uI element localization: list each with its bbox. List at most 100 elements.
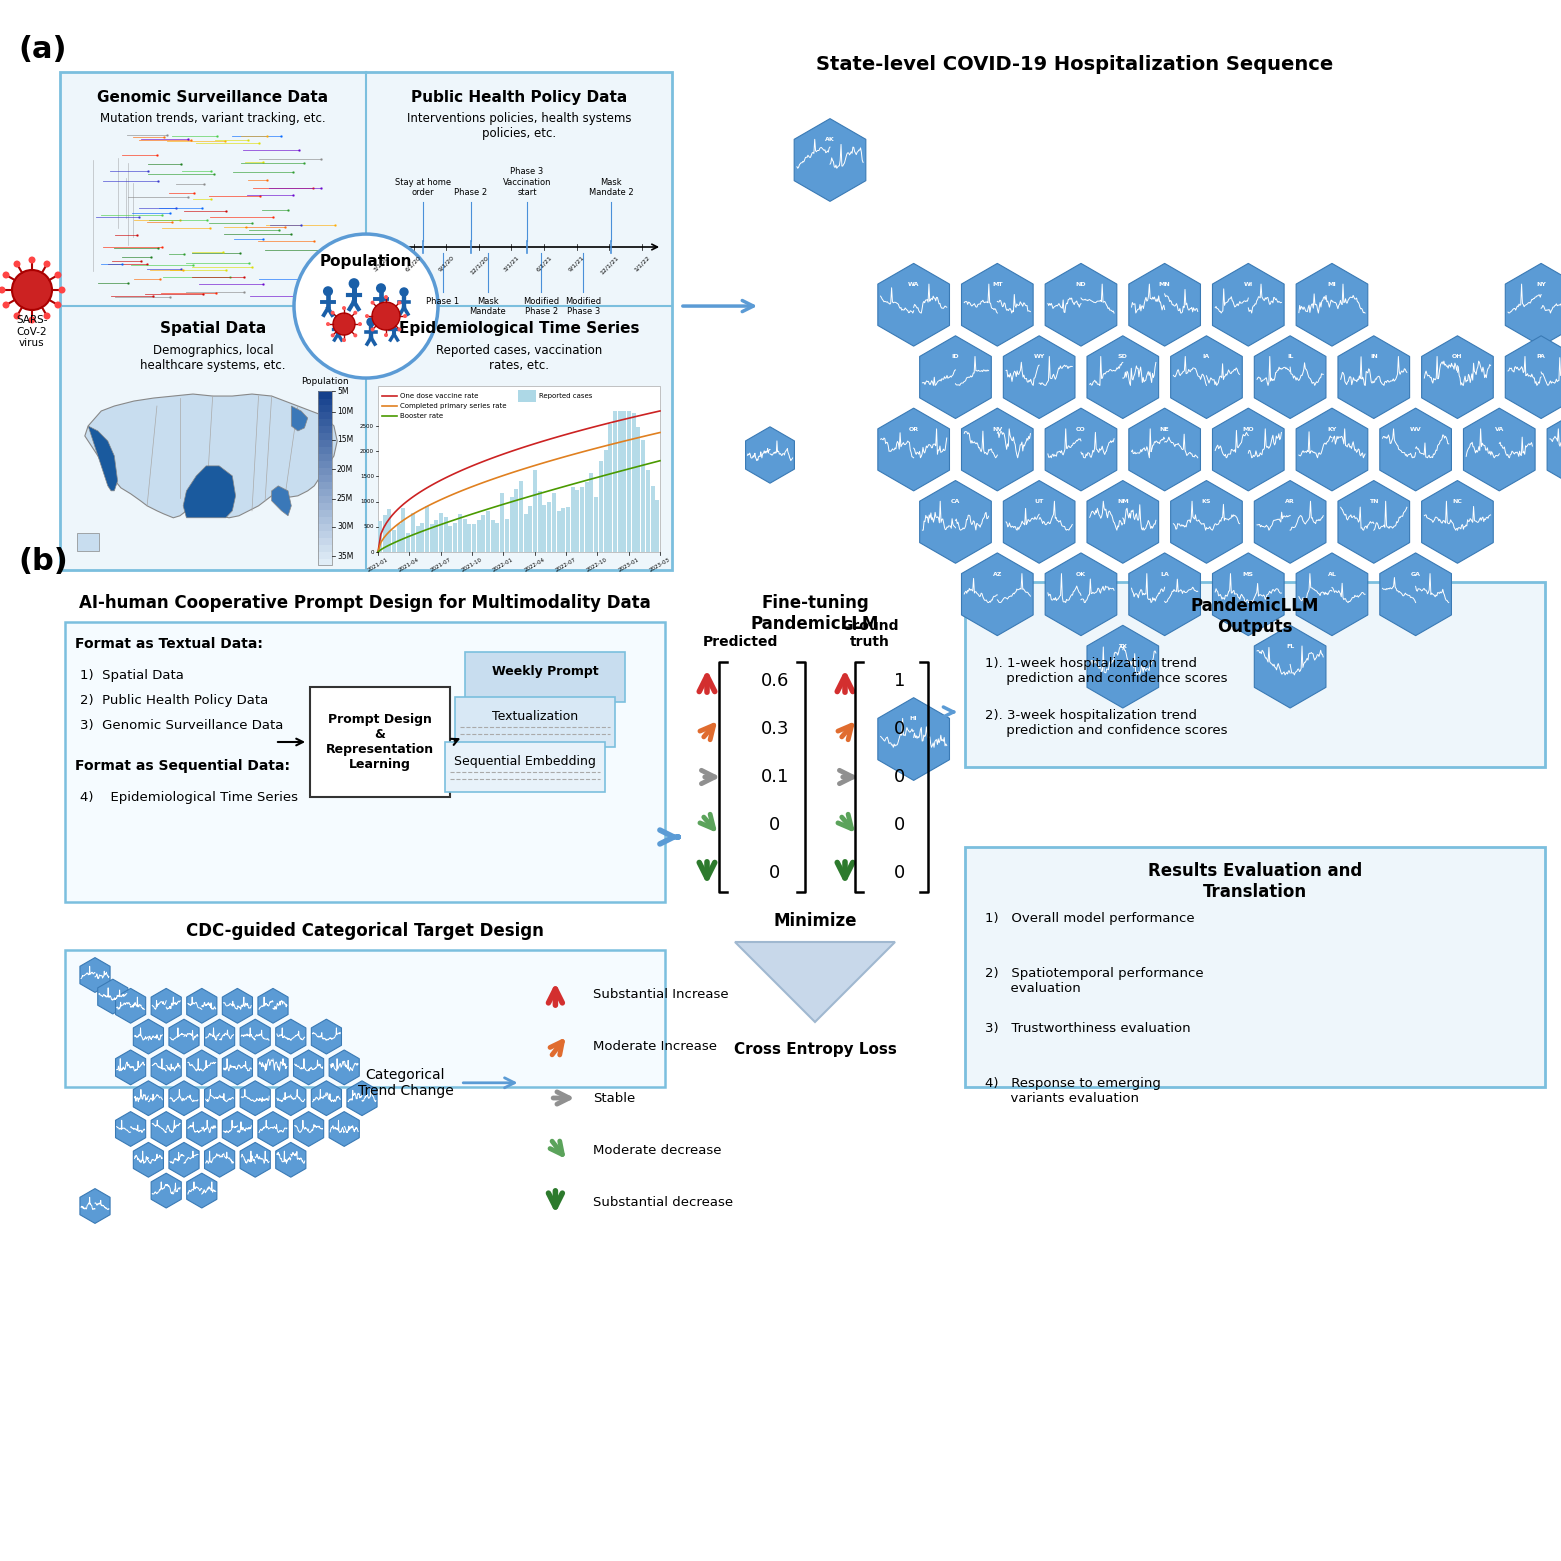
- Text: Predicted: Predicted: [702, 635, 777, 649]
- Bar: [378, 386, 660, 553]
- Text: Stay at home
order: Stay at home order: [395, 178, 451, 197]
- Text: Epidemiological Time Series: Epidemiological Time Series: [398, 322, 640, 336]
- Bar: [481, 515, 485, 553]
- Polygon shape: [80, 957, 111, 993]
- Polygon shape: [962, 553, 1033, 635]
- Bar: [599, 460, 603, 553]
- Bar: [318, 412, 332, 420]
- Polygon shape: [1505, 336, 1561, 418]
- Text: Modified
Phase 2: Modified Phase 2: [523, 297, 559, 317]
- Text: 2). 3-week hospitalization trend
     prediction and confidence scores: 2). 3-week hospitalization trend predict…: [985, 709, 1227, 737]
- Text: Booster rate: Booster rate: [400, 414, 443, 418]
- Bar: [311, 687, 450, 798]
- Bar: [439, 512, 443, 553]
- Polygon shape: [1171, 481, 1243, 564]
- Bar: [318, 489, 332, 496]
- Text: HI: HI: [910, 716, 918, 721]
- Text: NE: NE: [1160, 426, 1169, 432]
- Polygon shape: [276, 1080, 306, 1116]
- Polygon shape: [151, 1111, 181, 1146]
- Text: 0: 0: [770, 863, 780, 882]
- Circle shape: [372, 303, 400, 329]
- Bar: [567, 507, 570, 553]
- Text: 12/1/20: 12/1/20: [468, 254, 489, 275]
- Polygon shape: [962, 264, 1033, 347]
- Bar: [59, 72, 671, 570]
- Polygon shape: [877, 407, 949, 490]
- Polygon shape: [116, 1111, 145, 1146]
- Text: Population: Population: [301, 378, 348, 386]
- Bar: [318, 440, 332, 446]
- Polygon shape: [329, 1111, 359, 1146]
- Bar: [425, 506, 429, 553]
- Text: 35M: 35M: [337, 551, 353, 560]
- Polygon shape: [919, 336, 991, 418]
- Bar: [318, 468, 332, 475]
- Text: WV: WV: [1410, 426, 1422, 432]
- Bar: [548, 503, 551, 553]
- Text: Moderate decrease: Moderate decrease: [593, 1144, 721, 1157]
- Text: (a): (a): [19, 34, 67, 64]
- Bar: [965, 848, 1545, 1086]
- Bar: [318, 418, 332, 426]
- Text: NC: NC: [1453, 500, 1463, 504]
- Bar: [318, 531, 332, 537]
- Text: GA: GA: [1411, 571, 1421, 576]
- Text: Phase 3
Vaccination
start: Phase 3 Vaccination start: [503, 167, 551, 197]
- Polygon shape: [222, 988, 253, 1022]
- Polygon shape: [240, 1143, 270, 1177]
- Polygon shape: [1380, 407, 1452, 490]
- Text: Spatial Data: Spatial Data: [159, 322, 265, 336]
- Bar: [457, 514, 462, 553]
- Polygon shape: [1338, 336, 1410, 418]
- Polygon shape: [272, 485, 292, 515]
- Bar: [471, 524, 476, 553]
- Polygon shape: [133, 1080, 164, 1116]
- Text: Substantial Increase: Substantial Increase: [593, 988, 729, 1001]
- Polygon shape: [240, 1080, 270, 1116]
- Circle shape: [384, 332, 389, 337]
- Bar: [318, 392, 332, 565]
- Circle shape: [365, 314, 368, 318]
- Bar: [476, 520, 481, 553]
- Text: 2022-01: 2022-01: [492, 557, 515, 573]
- Circle shape: [384, 295, 389, 300]
- Bar: [646, 470, 649, 553]
- Polygon shape: [1296, 407, 1367, 490]
- Text: PA: PA: [1536, 354, 1545, 359]
- Bar: [318, 398, 332, 406]
- Text: Prompt Design
&
Representation
Learning: Prompt Design & Representation Learning: [326, 713, 434, 771]
- Polygon shape: [1004, 336, 1076, 418]
- Text: Categorical
Trend Change: Categorical Trend Change: [357, 1068, 453, 1097]
- Circle shape: [14, 261, 20, 267]
- Bar: [420, 523, 425, 553]
- Bar: [318, 537, 332, 545]
- Text: 1)  Spatial Data: 1) Spatial Data: [80, 670, 184, 682]
- Bar: [318, 460, 332, 468]
- Bar: [318, 509, 332, 517]
- Bar: [66, 951, 665, 1086]
- Polygon shape: [84, 393, 337, 518]
- Bar: [581, 487, 584, 553]
- Text: PandemicLLM
Outputs: PandemicLLM Outputs: [1191, 596, 1319, 635]
- Text: 0: 0: [894, 768, 905, 787]
- Bar: [609, 425, 612, 553]
- Text: NM: NM: [1118, 500, 1129, 504]
- Text: Mask
Mandate: Mask Mandate: [470, 297, 506, 317]
- Text: Mutation trends, variant tracking, etc.: Mutation trends, variant tracking, etc.: [100, 112, 326, 125]
- Text: UT: UT: [1035, 500, 1044, 504]
- Polygon shape: [1213, 264, 1285, 347]
- Polygon shape: [1171, 336, 1243, 418]
- Circle shape: [326, 322, 329, 326]
- Polygon shape: [240, 1019, 270, 1054]
- Text: ID: ID: [952, 354, 960, 359]
- Text: Fine-tuning
PandemicLLM: Fine-tuning PandemicLLM: [751, 595, 879, 632]
- Polygon shape: [204, 1019, 234, 1054]
- Text: Stable: Stable: [593, 1091, 635, 1105]
- Bar: [396, 524, 401, 553]
- Text: 4)    Epidemiological Time Series: 4) Epidemiological Time Series: [80, 791, 298, 804]
- Circle shape: [55, 301, 61, 309]
- Bar: [392, 531, 396, 553]
- Bar: [632, 414, 635, 553]
- Bar: [434, 520, 439, 553]
